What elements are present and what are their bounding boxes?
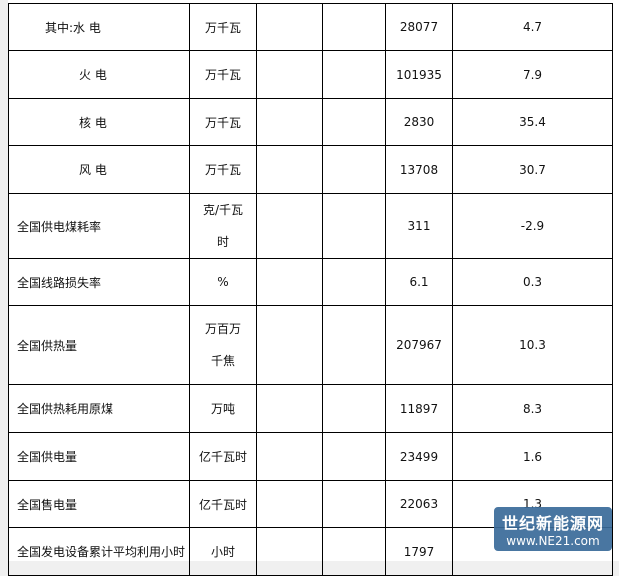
table-row: 其中:水 电万千瓦 28077 4.7: [8, 3, 613, 51]
watermark-title: 世纪新能源网: [501, 514, 604, 533]
row-name: 全国供热量: [8, 305, 190, 385]
empty-cell: [322, 527, 386, 576]
empty-cell: [322, 258, 386, 306]
table-row: 全国供热耗用原煤 万吨 11897 8.3: [8, 384, 613, 433]
row-change: 1.6: [452, 432, 613, 481]
row-name: 全国供热耗用原煤: [8, 384, 190, 433]
row-value: 22063: [385, 480, 453, 528]
row-change: -2.9: [452, 193, 613, 259]
row-value: 1797: [385, 527, 453, 576]
row-value: 23499: [385, 432, 453, 481]
empty-cell: [256, 258, 323, 306]
row-value: 311: [385, 193, 453, 259]
row-change: 0.3: [452, 258, 613, 306]
row-unit: 万千瓦: [189, 145, 257, 194]
table-row: 火 电万千瓦 101935 7.9: [8, 50, 613, 99]
row-change: 8.3: [452, 384, 613, 433]
row-change: 10.3: [452, 305, 613, 385]
empty-cell: [322, 50, 386, 99]
row-value: 6.1: [385, 258, 453, 306]
empty-cell: [322, 193, 386, 259]
empty-cell: [256, 50, 323, 99]
row-value: 11897: [385, 384, 453, 433]
row-name: 火 电: [8, 50, 190, 99]
table-row: 风 电万千瓦 13708 30.7: [8, 145, 613, 194]
empty-cell: [256, 3, 323, 51]
row-unit: 万千瓦: [189, 98, 257, 146]
empty-cell: [322, 305, 386, 385]
row-unit: 万吨: [189, 384, 257, 433]
table-row: 全国线路损失率% 6.1 0.3: [8, 258, 613, 306]
empty-cell: [256, 98, 323, 146]
row-unit: 小时: [189, 527, 257, 576]
empty-cell: [256, 305, 323, 385]
row-change: 30.7: [452, 145, 613, 194]
table-row: 全国供电煤耗率 克/千瓦时 311 -2.9: [8, 193, 613, 259]
watermark-url: www.NE21.com: [506, 534, 600, 548]
row-change: 7.9: [452, 50, 613, 99]
empty-cell: [256, 193, 323, 259]
row-name: 全国发电设备累计平均利用小时: [8, 527, 190, 576]
row-value: 28077: [385, 3, 453, 51]
row-value: 13708: [385, 145, 453, 194]
empty-cell: [322, 3, 386, 51]
row-value: 101935: [385, 50, 453, 99]
row-name: 风 电: [8, 145, 190, 194]
row-unit: 克/千瓦时: [189, 193, 257, 259]
row-change: 4.7: [452, 3, 613, 51]
row-unit: 万百万千焦: [189, 305, 257, 385]
empty-cell: [256, 384, 323, 433]
row-name: 全国售电量: [8, 480, 190, 528]
empty-cell: [322, 98, 386, 146]
row-unit: 亿千瓦时: [189, 432, 257, 481]
empty-cell: [256, 480, 323, 528]
table-row: 全国供电量 亿千瓦时 23499 1.6: [8, 432, 613, 481]
row-unit: 万千瓦: [189, 3, 257, 51]
statistics-table: 其中:水 电万千瓦 28077 4.7 火 电万千瓦 101935 7.9 核 电万千瓦 28…: [8, 3, 613, 576]
empty-cell: [256, 432, 323, 481]
row-name: 其中:水 电: [8, 3, 190, 51]
empty-cell: [322, 384, 386, 433]
empty-cell: [322, 480, 386, 528]
table-row: 核 电万千瓦 2830 35.4: [8, 98, 613, 146]
row-value: 2830: [385, 98, 453, 146]
row-name: 全国线路损失率: [8, 258, 190, 306]
row-unit: %: [189, 258, 257, 306]
empty-cell: [322, 145, 386, 194]
row-name: 核 电: [8, 98, 190, 146]
table-row: 全国供热量 万百万千焦 207967 10.3: [8, 305, 613, 385]
row-change: 35.4: [452, 98, 613, 146]
row-name: 全国供电量: [8, 432, 190, 481]
empty-cell: [256, 145, 323, 194]
row-value: 207967: [385, 305, 453, 385]
watermark-logo: 世纪新能源网 www.NE21.com: [494, 507, 612, 551]
row-name: 全国供电煤耗率: [8, 193, 190, 259]
empty-cell: [322, 432, 386, 481]
table-row: 全国售电量 亿千瓦时 22063 1.3: [8, 480, 613, 528]
row-unit: 万千瓦: [189, 50, 257, 99]
empty-cell: [256, 527, 323, 576]
row-unit: 亿千瓦时: [189, 480, 257, 528]
